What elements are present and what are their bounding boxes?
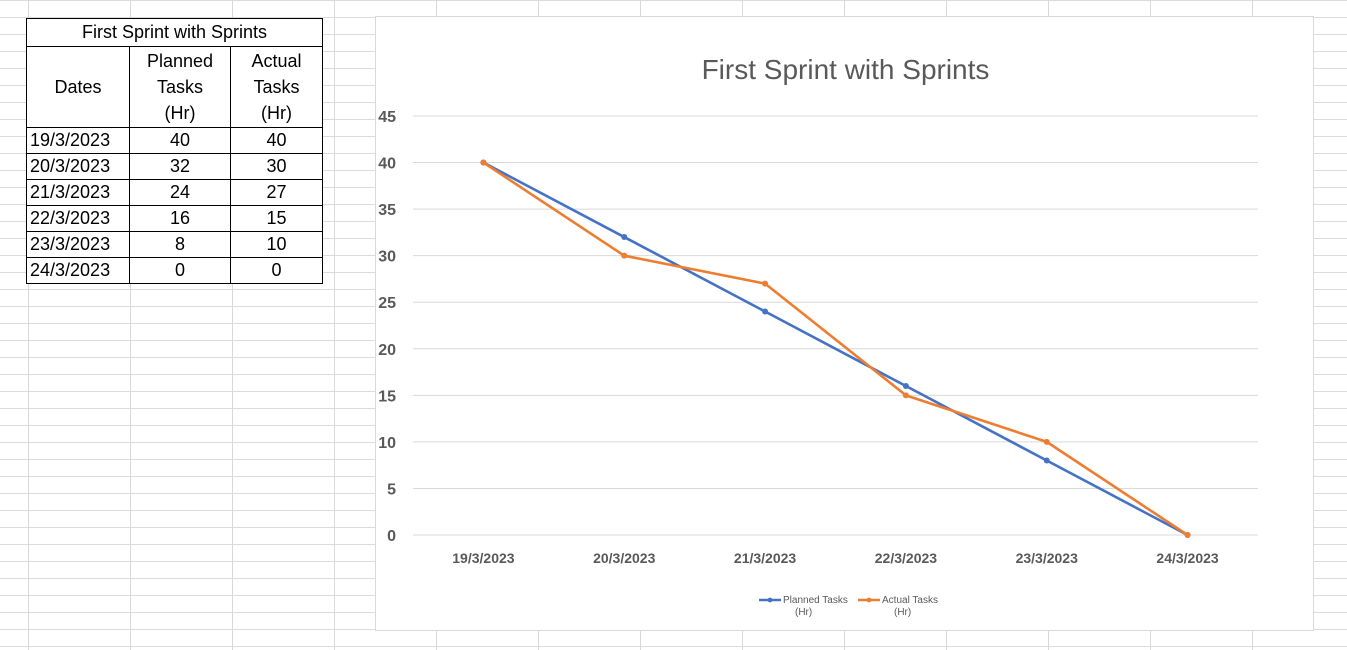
planned-cell[interactable]: 0 bbox=[129, 257, 231, 284]
actual-cell[interactable]: 0 bbox=[230, 257, 323, 284]
x-tick-label: 22/3/2023 bbox=[875, 550, 937, 566]
y-tick-label: 0 bbox=[387, 528, 396, 545]
actual-cell[interactable]: 10 bbox=[230, 231, 323, 258]
x-tick-label: 19/3/2023 bbox=[452, 550, 514, 566]
date-cell[interactable]: 24/3/2023 bbox=[26, 257, 130, 284]
planned-cell[interactable]: 40 bbox=[129, 127, 231, 154]
table-row: 19/3/2023 40 40 bbox=[26, 127, 323, 154]
header-actual-line: Tasks bbox=[253, 77, 300, 97]
data-point bbox=[1043, 457, 1050, 464]
x-tick-label: 21/3/2023 bbox=[734, 550, 796, 566]
y-tick-label: 20 bbox=[378, 342, 396, 359]
table-row: 24/3/2023 0 0 bbox=[26, 257, 323, 284]
actual-cell[interactable]: 27 bbox=[230, 179, 323, 206]
data-point bbox=[762, 308, 769, 315]
actual-cell[interactable]: 30 bbox=[230, 153, 323, 180]
header-dates[interactable]: Dates bbox=[26, 46, 130, 128]
y-tick-label: 5 bbox=[387, 481, 396, 498]
y-tick-label: 45 bbox=[378, 109, 396, 126]
x-tick-label: 24/3/2023 bbox=[1156, 550, 1218, 566]
planned-cell[interactable]: 32 bbox=[129, 153, 231, 180]
table-title-row: First Sprint with Sprints bbox=[26, 18, 323, 47]
planned-cell[interactable]: 8 bbox=[129, 231, 231, 258]
header-actual[interactable]: Actual Tasks (Hr) bbox=[230, 46, 323, 128]
y-tick-label: 30 bbox=[378, 249, 396, 266]
actual-cell[interactable]: 40 bbox=[230, 127, 323, 154]
series-line-1 bbox=[482, 161, 1189, 537]
table-title[interactable]: First Sprint with Sprints bbox=[26, 18, 323, 47]
planned-cell[interactable]: 24 bbox=[129, 179, 231, 206]
chart-canvas: First Sprint with Sprints 0 5 10 15 20 25 30 35 4… bbox=[378, 54, 1258, 618]
data-point bbox=[902, 392, 909, 399]
table-row: 20/3/2023 32 30 bbox=[26, 153, 323, 180]
header-actual-line: (Hr) bbox=[261, 103, 292, 123]
legend-marker-2 bbox=[866, 597, 872, 603]
header-planned-line: Tasks bbox=[156, 77, 203, 97]
x-tick-label: 20/3/2023 bbox=[593, 550, 655, 566]
data-point bbox=[1043, 438, 1050, 445]
date-cell[interactable]: 22/3/2023 bbox=[26, 205, 130, 232]
data-point bbox=[621, 252, 628, 259]
data-point bbox=[621, 234, 628, 241]
table-row: 21/3/2023 24 27 bbox=[26, 179, 323, 206]
legend-marker-1 bbox=[767, 597, 773, 603]
y-tick-label: 25 bbox=[378, 295, 396, 312]
y-tick-label: 35 bbox=[378, 202, 396, 219]
header-actual-line: Actual bbox=[251, 51, 302, 71]
data-table: First Sprint with Sprints Dates Planned … bbox=[26, 18, 323, 284]
legend-label: Actual Tasks bbox=[882, 595, 938, 606]
planned-cell[interactable]: 16 bbox=[129, 205, 231, 232]
data-point bbox=[480, 159, 487, 166]
date-cell[interactable]: 20/3/2023 bbox=[26, 153, 130, 180]
date-cell[interactable]: 21/3/2023 bbox=[26, 179, 130, 206]
table-row: 23/3/2023 8 10 bbox=[26, 231, 323, 258]
actual-cell[interactable]: 15 bbox=[230, 205, 323, 232]
y-tick-label: 40 bbox=[378, 156, 396, 173]
chart-title: First Sprint with Sprints bbox=[702, 54, 990, 85]
line-chart[interactable]: First Sprint with Sprints 0 5 10 15 20 25 30 35 4… bbox=[375, 16, 1314, 631]
data-point bbox=[902, 383, 909, 390]
legend-label: Planned Tasks bbox=[783, 595, 848, 606]
header-planned-line: Planned bbox=[146, 51, 214, 71]
table-row: 22/3/2023 16 15 bbox=[26, 205, 323, 232]
header-planned[interactable]: Planned Tasks (Hr) bbox=[129, 46, 231, 128]
data-point bbox=[1184, 532, 1191, 538]
date-cell[interactable]: 23/3/2023 bbox=[26, 231, 130, 258]
legend-label: (Hr) bbox=[894, 607, 911, 618]
legend-label: (Hr) bbox=[795, 607, 812, 618]
y-tick-label: 15 bbox=[378, 388, 396, 405]
y-tick-label: 10 bbox=[378, 435, 396, 452]
series-line-2 bbox=[482, 161, 1189, 537]
x-tick-label: 23/3/2023 bbox=[1016, 550, 1078, 566]
date-cell[interactable]: 19/3/2023 bbox=[26, 127, 130, 154]
data-point bbox=[762, 280, 769, 287]
header-planned-line: (Hr) bbox=[164, 103, 196, 123]
table-header-row: Dates Planned Tasks (Hr) Actual Tasks (H… bbox=[26, 46, 323, 128]
